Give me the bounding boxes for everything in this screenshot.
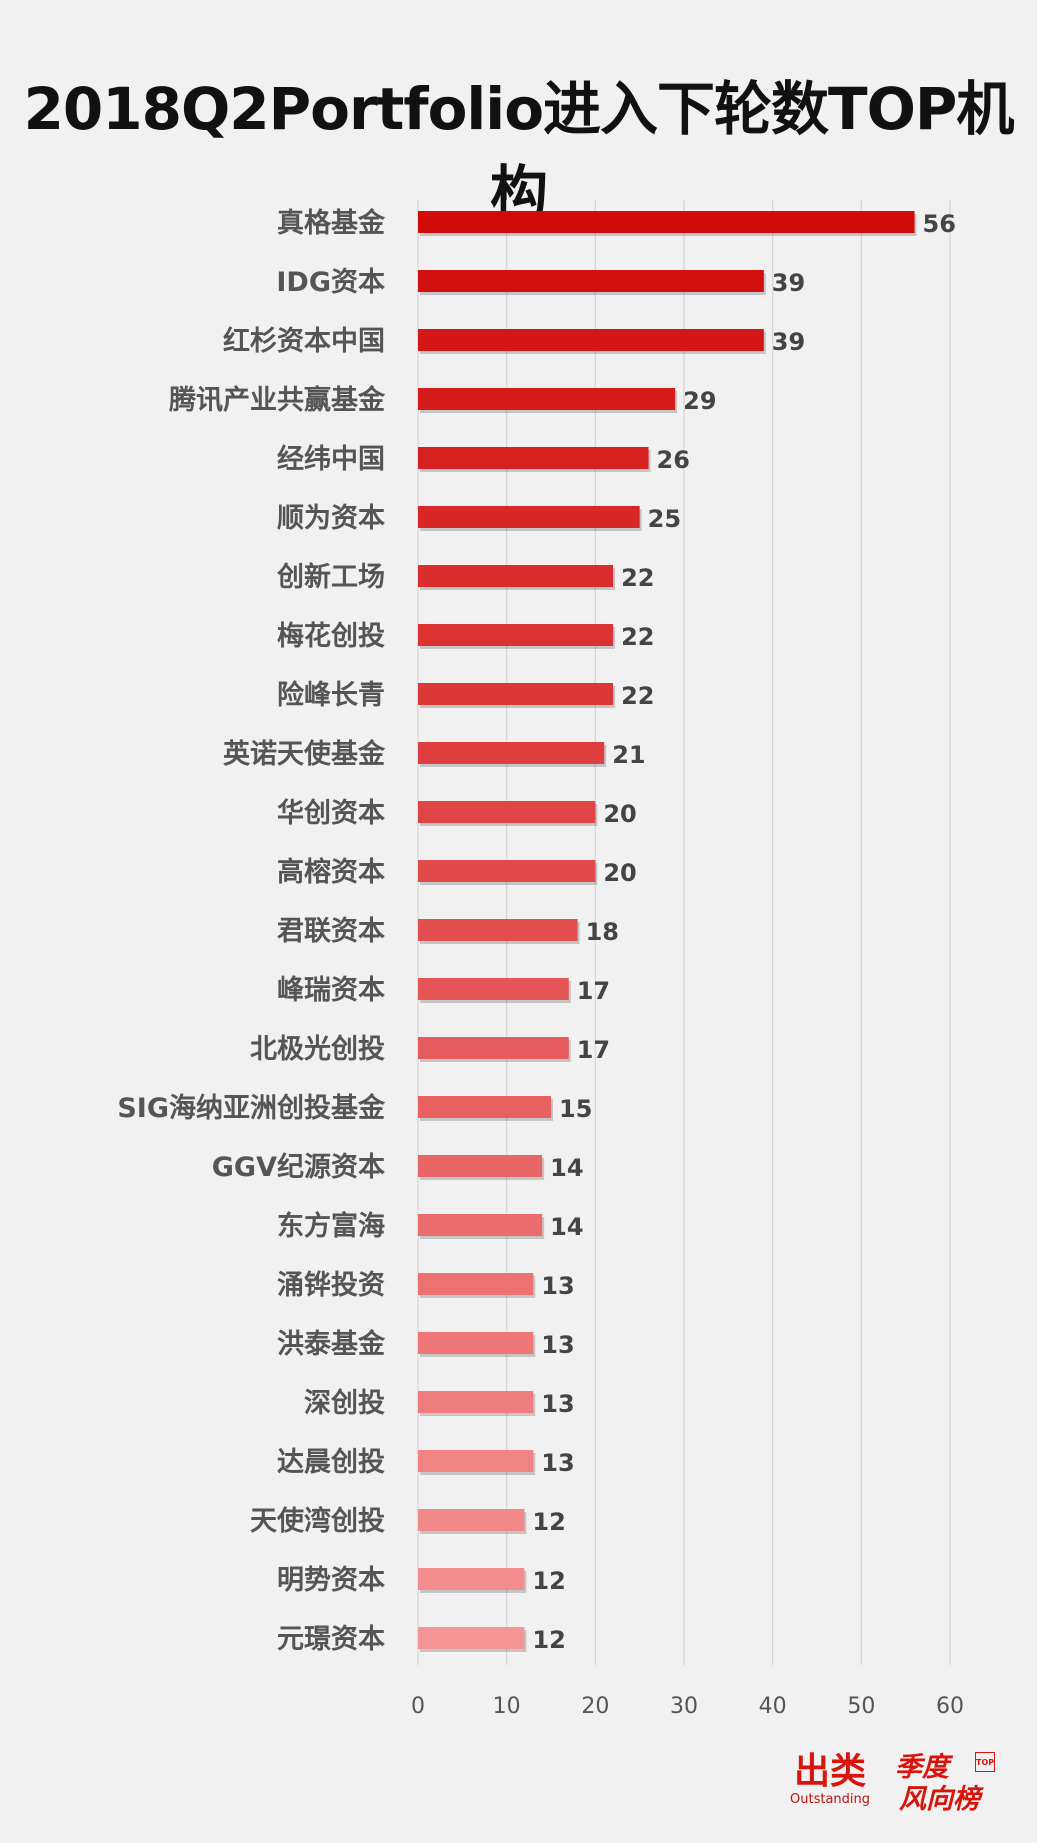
- bar: [418, 1096, 551, 1118]
- bar: [418, 1332, 534, 1354]
- bar: [418, 1214, 543, 1236]
- category-label: SIG海纳亚洲创投基金: [117, 1092, 386, 1124]
- bar: [418, 742, 605, 764]
- bar: [418, 211, 915, 233]
- value-label: 39: [772, 328, 805, 356]
- x-tick-label: 20: [581, 1694, 609, 1719]
- badge-line-2: 风向榜: [899, 1784, 980, 1815]
- bar: [418, 1627, 525, 1649]
- bars: [418, 211, 917, 1652]
- ranking-badge-logo: 季度 风向榜 TOP: [895, 1752, 995, 1822]
- value-label: 20: [603, 859, 636, 887]
- brand-logo: 出类 Outstanding: [790, 1752, 870, 1808]
- value-label: 12: [532, 1508, 565, 1536]
- x-axis-ticks: 0 10 20 30 40 50 60: [411, 1694, 964, 1719]
- value-label: 22: [621, 623, 654, 651]
- value-label: 21: [612, 741, 645, 769]
- value-label: 56: [923, 210, 956, 238]
- category-label: 英诺天使基金: [223, 738, 386, 770]
- category-label: 梅花创投: [277, 621, 385, 652]
- bar: [418, 447, 649, 469]
- category-label: 天使湾创投: [250, 1505, 385, 1537]
- bar: [418, 1450, 534, 1472]
- bar: [418, 801, 596, 823]
- value-label: 26: [657, 446, 690, 474]
- value-label: 39: [772, 269, 805, 297]
- bar: [418, 1155, 543, 1177]
- value-label: 14: [550, 1154, 583, 1182]
- value-label: 20: [603, 800, 636, 828]
- category-label: 高榕资本: [277, 856, 385, 888]
- x-tick-label: 30: [670, 1694, 698, 1719]
- bar: [418, 506, 640, 528]
- bar: [418, 624, 614, 646]
- category-labels: 真格基金 IDG资本红杉资本中国腾讯产业共赢基金经纬中国顺为资本创新工场梅花创投险…: [117, 207, 386, 1655]
- x-tick-label: 10: [493, 1694, 521, 1719]
- bar: [418, 919, 578, 941]
- bar: [418, 1509, 525, 1531]
- bar: [418, 1273, 534, 1295]
- category-label: 腾讯产业共赢基金: [169, 384, 386, 416]
- value-label: 13: [541, 1449, 574, 1477]
- badge-line-1: 季度: [895, 1752, 949, 1783]
- category-label: 北极光创投: [250, 1034, 385, 1065]
- bar: [418, 1568, 525, 1590]
- value-label: 22: [621, 564, 654, 592]
- value-label: 18: [586, 918, 619, 946]
- value-label: 12: [532, 1626, 565, 1654]
- bar: [418, 978, 569, 1000]
- x-tick-label: 40: [759, 1694, 787, 1719]
- category-label: 君联资本: [277, 916, 385, 947]
- x-tick-label: 50: [847, 1694, 875, 1719]
- category-label: 华创资本: [277, 797, 385, 829]
- category-label: 险峰长青: [277, 679, 385, 711]
- value-label: 14: [550, 1213, 583, 1241]
- badge-top-stamp: TOP: [975, 1752, 995, 1772]
- value-label: 22: [621, 682, 654, 710]
- category-label: 明势资本: [277, 1565, 385, 1596]
- value-label: 15: [559, 1095, 592, 1123]
- value-label: 13: [541, 1331, 574, 1359]
- x-tick-label: 60: [936, 1694, 964, 1719]
- value-label: 17: [577, 977, 610, 1005]
- category-label: 涌铧投资: [277, 1270, 385, 1301]
- category-label: IDG资本: [276, 267, 385, 298]
- category-label: 深创投: [304, 1388, 385, 1419]
- chart-title: 2018Q2Portfolio进入下轮数TOP机构: [23, 75, 1015, 227]
- bar: [418, 388, 676, 410]
- value-label: 29: [683, 387, 716, 415]
- category-label: 峰瑞资本: [277, 975, 385, 1006]
- category-label: 真格基金: [277, 207, 386, 239]
- category-label: 经纬中国: [277, 443, 385, 475]
- brand-name-en: Outstanding: [790, 1792, 870, 1807]
- x-tick-label: 0: [411, 1694, 425, 1719]
- bar: [418, 1037, 569, 1059]
- category-label: 东方富海: [277, 1210, 385, 1242]
- bar: [418, 270, 764, 292]
- bar: [418, 329, 764, 351]
- bar: [418, 565, 614, 587]
- category-label: 洪泰基金: [277, 1328, 386, 1360]
- category-label: 红杉资本中国: [223, 325, 385, 357]
- value-label: 13: [541, 1390, 574, 1418]
- brand-name-cn: 出类: [793, 1751, 866, 1792]
- bar: [418, 1391, 534, 1413]
- value-label: 13: [541, 1272, 574, 1300]
- value-label: 25: [648, 505, 681, 533]
- gridlines: [417, 200, 951, 1665]
- bar: [418, 683, 614, 705]
- value-label: 17: [577, 1036, 610, 1064]
- category-label: 创新工场: [276, 561, 385, 593]
- value-labels: 56 39 39 29 26 25 22 22 22 21 20 20 18 17 17 15 14 14 13 13…: [532, 210, 956, 1654]
- category-label: GGV纪源资本: [212, 1151, 385, 1183]
- category-label: 元璟资本: [277, 1624, 385, 1655]
- category-label: 达晨创投: [277, 1447, 385, 1478]
- category-label: 顺为资本: [277, 503, 385, 534]
- bar: [418, 860, 596, 882]
- value-label: 12: [532, 1567, 565, 1595]
